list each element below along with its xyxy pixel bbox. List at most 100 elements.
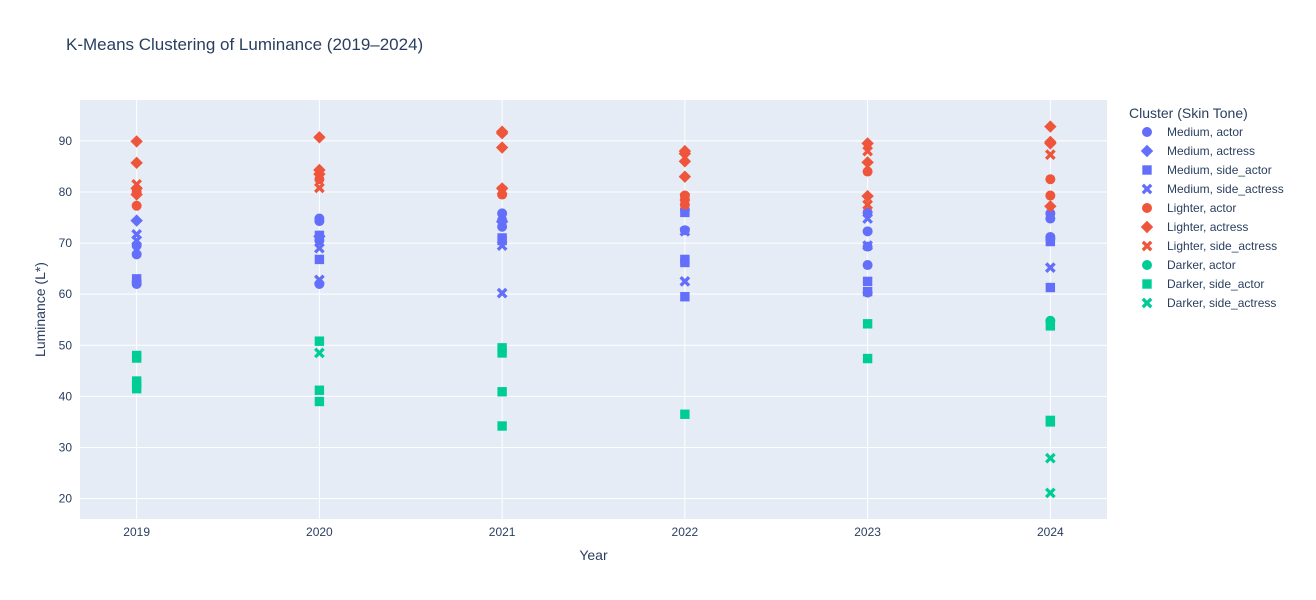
data-point xyxy=(862,353,873,364)
legend-marker-square xyxy=(1142,165,1152,175)
data-point xyxy=(861,137,874,150)
data-point xyxy=(131,200,142,211)
legend-item[interactable]: Medium, side_actor xyxy=(1142,163,1272,177)
data-point xyxy=(861,156,874,169)
y-tick-label: 20 xyxy=(59,492,73,506)
data-point xyxy=(1045,282,1056,293)
data-point xyxy=(862,199,873,211)
y-axis-label: Luminance (L*) xyxy=(32,262,48,357)
data-point xyxy=(131,376,142,386)
data-point xyxy=(862,213,873,224)
data-point xyxy=(130,214,143,227)
data-point xyxy=(497,343,507,353)
plot-area xyxy=(80,100,1107,519)
data-point xyxy=(862,226,873,237)
data-point xyxy=(861,189,874,203)
data-point xyxy=(131,350,142,361)
data-point xyxy=(1045,415,1056,426)
data-point xyxy=(131,249,142,260)
data-point xyxy=(497,208,508,219)
legend-marker-x xyxy=(1141,297,1153,309)
y-tick-label: 90 xyxy=(59,134,73,148)
data-point xyxy=(1045,190,1056,201)
legend-label: Darker, actor xyxy=(1167,258,1236,272)
y-tick-label: 30 xyxy=(59,440,73,454)
y-tick-label: 40 xyxy=(59,389,73,403)
data-point xyxy=(862,145,873,157)
data-point xyxy=(1044,452,1056,464)
data-point xyxy=(1044,120,1057,133)
legend-label: Medium, actor xyxy=(1167,125,1243,139)
legend-label: Medium, side_actor xyxy=(1167,163,1272,177)
data-point xyxy=(679,191,691,203)
legend-item[interactable]: Darker, side_actor xyxy=(1142,277,1264,291)
data-point xyxy=(678,144,692,158)
data-point xyxy=(497,387,507,397)
x-tick-label: 2020 xyxy=(306,525,333,539)
x-axis-label: Year xyxy=(579,547,608,563)
x-tick-label: 2022 xyxy=(672,525,699,539)
legend-marker-circle xyxy=(1142,203,1152,213)
legend-marker-circle xyxy=(1142,260,1152,270)
data-point xyxy=(314,396,325,407)
data-point xyxy=(862,166,873,177)
data-point xyxy=(862,240,873,251)
legend-item[interactable]: Medium, actor xyxy=(1142,125,1243,139)
data-point xyxy=(314,213,325,224)
legend-marker-square xyxy=(1142,279,1152,289)
tick-labels: 20 30 40 50 60 70 80 90 2019 2020 2021 2022 2023 2024 xyxy=(59,134,1064,539)
data-point xyxy=(131,274,142,284)
data-point xyxy=(130,156,143,170)
data-point xyxy=(131,229,143,240)
data-point xyxy=(862,286,873,297)
data-point xyxy=(679,225,691,237)
data-point xyxy=(862,276,873,287)
data-point xyxy=(314,347,325,359)
legend-item[interactable]: Lighter, side_actress xyxy=(1141,239,1277,253)
legend-item[interactable]: Darker, actor xyxy=(1142,258,1236,272)
data-point xyxy=(680,207,690,218)
data-point xyxy=(496,185,508,196)
legend-item[interactable]: Medium, actress xyxy=(1140,144,1255,158)
data-point xyxy=(131,178,143,190)
legend-label: Darker, side_actor xyxy=(1167,277,1264,291)
data-point xyxy=(1044,262,1056,273)
data-point xyxy=(1044,487,1056,499)
data-point xyxy=(314,385,325,395)
legend[interactable]: Medium, actor Medium, actress Medium, side… xyxy=(1140,125,1284,310)
data-point xyxy=(1045,321,1056,331)
data-point xyxy=(496,287,508,299)
y-tick-label: 60 xyxy=(59,287,73,301)
data-point xyxy=(1044,149,1056,161)
legend-marker-diamond xyxy=(1140,144,1154,158)
data-point xyxy=(1045,236,1056,247)
legend-item[interactable]: Lighter, actor xyxy=(1142,201,1236,215)
legend-title: Cluster (Skin Tone) xyxy=(1129,105,1248,121)
data-point xyxy=(1045,174,1056,185)
data-point xyxy=(314,230,325,241)
legend-item[interactable]: Medium, side_actress xyxy=(1141,182,1284,196)
legend-label: Lighter, actress xyxy=(1167,220,1248,234)
data-point xyxy=(1044,200,1057,213)
data-point xyxy=(313,163,326,177)
grid-lines xyxy=(80,100,1107,519)
data-point xyxy=(1045,208,1056,219)
data-point xyxy=(314,254,325,265)
legend-label: Medium, actress xyxy=(1167,144,1255,158)
data-point xyxy=(1044,135,1057,149)
data-point xyxy=(496,240,508,251)
legend-label: Lighter, side_actress xyxy=(1167,239,1277,253)
data-point xyxy=(130,135,143,148)
data-point xyxy=(495,215,509,228)
y-tick-label: 80 xyxy=(59,185,73,199)
data-point xyxy=(313,131,326,144)
legend-item[interactable]: Darker, side_actress xyxy=(1141,296,1277,310)
legend-label: Lighter, actor xyxy=(1167,201,1236,215)
legend-marker-x xyxy=(1141,183,1153,195)
data-point xyxy=(680,409,690,419)
data-point xyxy=(314,274,325,286)
legend-marker-diamond xyxy=(1140,220,1154,234)
legend-item[interactable]: Lighter, actress xyxy=(1140,220,1249,234)
